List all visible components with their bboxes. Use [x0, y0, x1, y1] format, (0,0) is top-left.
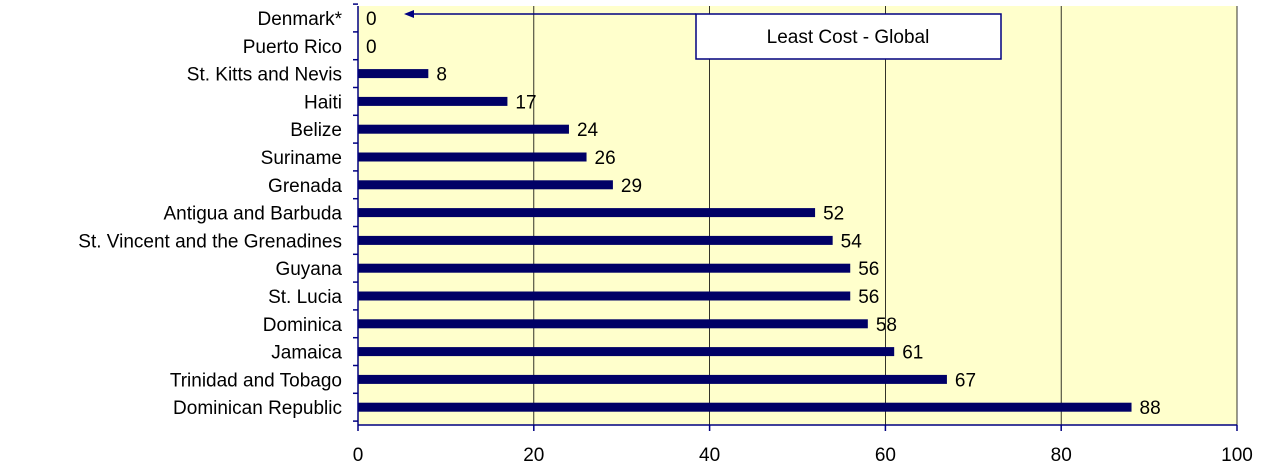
x-tick-label: 40 [699, 445, 720, 466]
bars [358, 69, 1132, 412]
data-label: 56 [858, 287, 879, 308]
x-tick-label: 100 [1221, 445, 1253, 466]
category-label: Antigua and Barbuda [163, 204, 342, 225]
bar [358, 208, 816, 218]
data-label: 52 [823, 204, 844, 225]
annotation: Least Cost - Global [404, 10, 1002, 60]
category-label: Belize [290, 120, 342, 141]
data-label: 8 [436, 65, 447, 86]
x-tick-label: 0 [353, 445, 364, 466]
data-label: 88 [1140, 398, 1161, 419]
x-tick-label: 20 [523, 445, 544, 466]
data-label: 61 [902, 343, 923, 364]
data-label: 0 [366, 37, 377, 58]
bar [358, 374, 947, 384]
category-label: St. Lucia [268, 287, 342, 308]
category-label: Jamaica [271, 343, 342, 364]
bar [358, 291, 851, 301]
bar [358, 180, 613, 190]
category-label: Haiti [304, 92, 342, 113]
annotation-box [695, 13, 1002, 60]
data-label: 17 [515, 92, 536, 113]
bar [358, 96, 508, 106]
category-label: St. Kitts and Nevis [187, 65, 342, 86]
category-label: Dominica [263, 315, 343, 336]
annotation-text: Least Cost - Global [767, 27, 930, 48]
bar [358, 263, 851, 273]
x-tick-label: 60 [875, 445, 896, 466]
bar [358, 69, 429, 79]
bar [358, 402, 1132, 412]
data-label: 0 [366, 9, 377, 30]
category-label: Denmark* [258, 9, 343, 30]
bar [358, 152, 587, 162]
x-tick-label: 80 [1051, 445, 1072, 466]
bar [358, 235, 833, 245]
category-label: Grenada [268, 176, 342, 197]
category-label: Trinidad and Tobago [170, 370, 342, 391]
category-label: Puerto Rico [243, 37, 342, 58]
category-labels: Denmark* Puerto Rico St. Kitts and Nevis Ha… [78, 9, 342, 419]
data-label: 67 [955, 370, 976, 391]
data-label: 24 [577, 120, 599, 141]
category-label: Suriname [261, 148, 342, 169]
category-label: Guyana [275, 259, 342, 280]
bar [358, 124, 569, 134]
category-label: St. Vincent and the Grenadines [78, 231, 342, 252]
data-label: 26 [595, 148, 616, 169]
category-label: Dominican Republic [173, 398, 342, 419]
data-label: 29 [621, 176, 642, 197]
x-tick-labels: 0 20 40 60 80 100 [353, 445, 1253, 466]
data-label: 58 [876, 315, 897, 336]
bar [358, 319, 868, 329]
arrowhead-icon [404, 10, 414, 18]
data-label: 56 [858, 259, 879, 280]
axes [353, 3, 1238, 431]
bar [358, 347, 895, 357]
data-label: 54 [841, 231, 863, 252]
